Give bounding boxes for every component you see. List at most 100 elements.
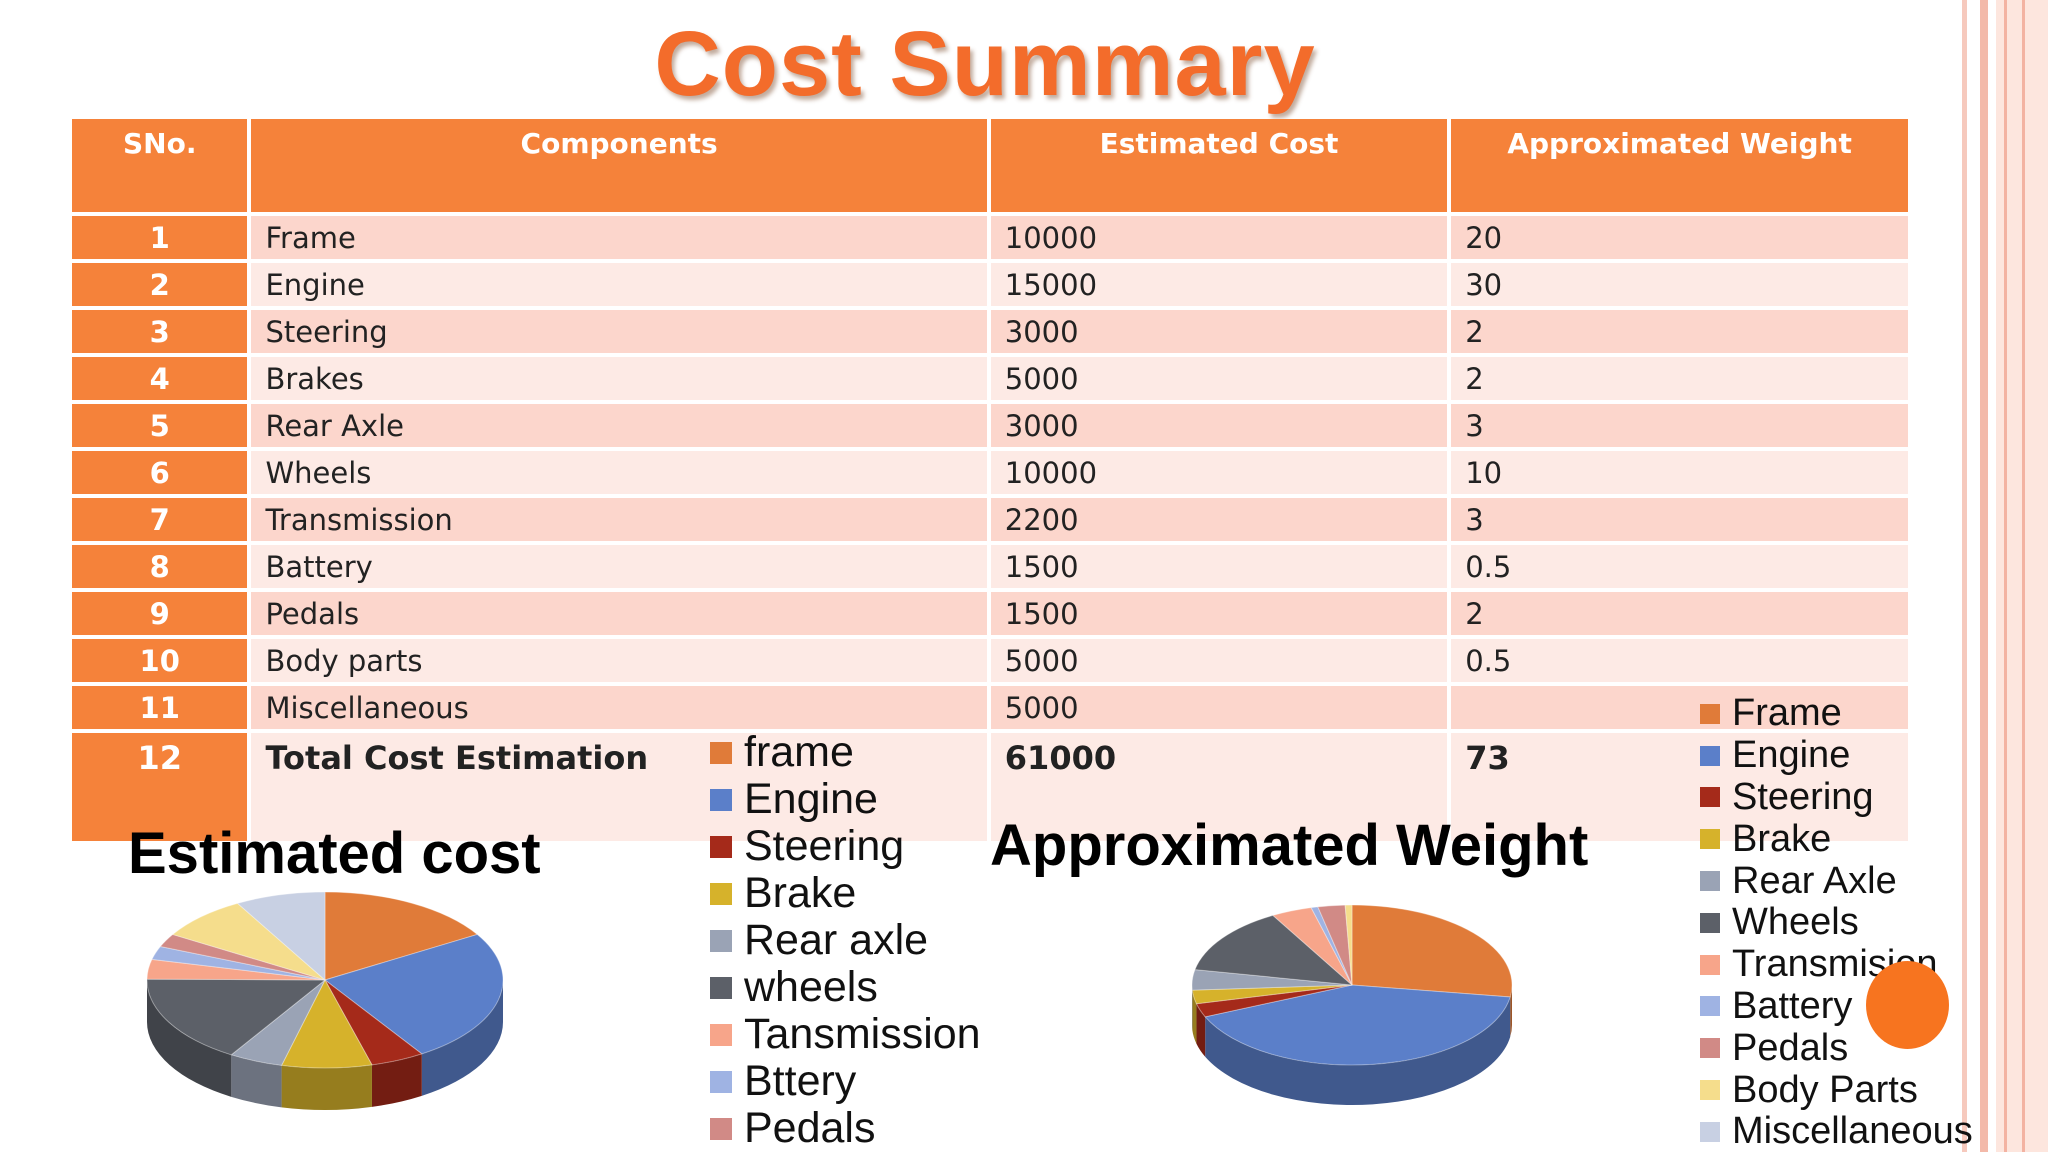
- cost-chart-title: Estimated cost: [128, 820, 541, 887]
- legend-item: Pedals: [710, 1105, 981, 1152]
- legend-label: Pedals: [1732, 1027, 1848, 1070]
- row-cost: 5000: [991, 686, 1447, 729]
- legend-swatch: [1700, 704, 1720, 724]
- legend-item: Engine: [1700, 735, 1973, 777]
- row-sno: 8: [72, 545, 247, 588]
- row-sno: 4: [72, 357, 247, 400]
- weight-chart-title: Approximated Weight: [990, 812, 1588, 879]
- legend-item: wheels: [710, 964, 981, 1011]
- legend-swatch: [710, 1118, 732, 1140]
- legend-item: Steering: [710, 823, 981, 870]
- header-estimated-cost: Estimated Cost: [991, 119, 1447, 212]
- row-component: Frame: [251, 216, 986, 259]
- row-weight: 3: [1451, 404, 1908, 447]
- legend-label: Steering: [744, 822, 904, 871]
- pie-slice-side: [282, 1065, 372, 1110]
- row-component: Brakes: [251, 357, 986, 400]
- legend-item: Engine: [710, 776, 981, 823]
- row-weight: 2: [1451, 357, 1908, 400]
- row-weight: 0.5: [1451, 639, 1908, 682]
- weight-pie-chart: [1180, 890, 1530, 1120]
- row-weight: 10: [1451, 451, 1908, 494]
- legend-label: Pedals: [744, 1104, 875, 1153]
- legend-item: Brake: [710, 870, 981, 917]
- legend-label: frame: [744, 728, 854, 777]
- row-component: Transmission: [251, 498, 986, 541]
- legend-swatch: [1700, 746, 1720, 766]
- legend-swatch: [1700, 996, 1720, 1016]
- decor-stripe: [1980, 0, 1988, 1152]
- row-cost: 3000: [991, 404, 1447, 447]
- row-component: Rear Axle: [251, 404, 986, 447]
- legend-label: Body Parts: [1732, 1069, 1918, 1112]
- row-component: Steering: [251, 310, 986, 353]
- row-weight: 2: [1451, 592, 1908, 635]
- row-cost: 1500: [991, 545, 1447, 588]
- legend-label: Brake: [744, 869, 856, 918]
- legend-label: Steering: [1732, 776, 1874, 819]
- legend-label: Rear axle: [744, 916, 928, 965]
- legend-label: wheels: [744, 963, 878, 1012]
- row-weight: 0.5: [1451, 545, 1908, 588]
- row-sno: 11: [72, 686, 247, 729]
- row-component: Engine: [251, 263, 986, 306]
- legend-swatch: [1700, 1080, 1720, 1100]
- legend-item: Brake: [1700, 818, 1973, 860]
- legend-label: Frame: [1732, 692, 1842, 735]
- legend-item: Tansmission: [710, 1011, 981, 1058]
- row-sno: 6: [72, 451, 247, 494]
- decor-stripe: [2004, 0, 2007, 1152]
- row-cost: 10000: [991, 216, 1447, 259]
- row-sno: 2: [72, 263, 247, 306]
- legend-label: Miscellaneous: [1732, 1110, 1973, 1153]
- pie-slice: [1352, 905, 1512, 997]
- row-weight: 3: [1451, 498, 1908, 541]
- legend-item: Frame: [1700, 693, 1973, 735]
- legend-swatch: [710, 836, 732, 858]
- legend-swatch: [1700, 829, 1720, 849]
- row-weight: 20: [1451, 216, 1908, 259]
- legend-item: Bttery: [710, 1058, 981, 1105]
- slide-title: Cost Summary: [0, 12, 1970, 117]
- legend-swatch: [710, 1024, 732, 1046]
- legend-swatch: [1700, 1038, 1720, 1058]
- row-weight: 30: [1451, 263, 1908, 306]
- cost-pie-chart: [130, 880, 520, 1120]
- header-components: Components: [251, 119, 986, 212]
- decor-stripe: [2022, 0, 2025, 1152]
- legend-label: Engine: [1732, 734, 1850, 777]
- decorative-circle: [1866, 961, 1949, 1049]
- legend-swatch: [710, 930, 732, 952]
- legend-swatch: [710, 883, 732, 905]
- row-sno: 10: [72, 639, 247, 682]
- header-sno: SNo.: [72, 119, 247, 212]
- cost-table: SNo. Components Estimated Cost Approxima…: [68, 115, 1912, 845]
- legend-label: Battery: [1732, 985, 1852, 1028]
- row-cost: 3000: [991, 310, 1447, 353]
- legend-swatch: [710, 1071, 732, 1093]
- legend-swatch: [1700, 787, 1720, 807]
- row-component: Pedals: [251, 592, 986, 635]
- legend-swatch: [1700, 1122, 1720, 1142]
- row-sno: 1: [72, 216, 247, 259]
- row-component: Battery: [251, 545, 986, 588]
- legend-label: Brake: [1732, 818, 1831, 861]
- row-sno: 3: [72, 310, 247, 353]
- legend-swatch: [1700, 913, 1720, 933]
- legend-item: frame: [710, 729, 981, 776]
- legend-swatch: [1700, 955, 1720, 975]
- row-cost: 1500: [991, 592, 1447, 635]
- legend-label: Bttery: [744, 1057, 856, 1106]
- row-component: Miscellaneous: [251, 686, 986, 729]
- legend-label: Rear Axle: [1732, 860, 1897, 903]
- header-approximated-weight: Approximated Weight: [1451, 119, 1908, 212]
- row-cost: 5000: [991, 357, 1447, 400]
- row-cost: 5000: [991, 639, 1447, 682]
